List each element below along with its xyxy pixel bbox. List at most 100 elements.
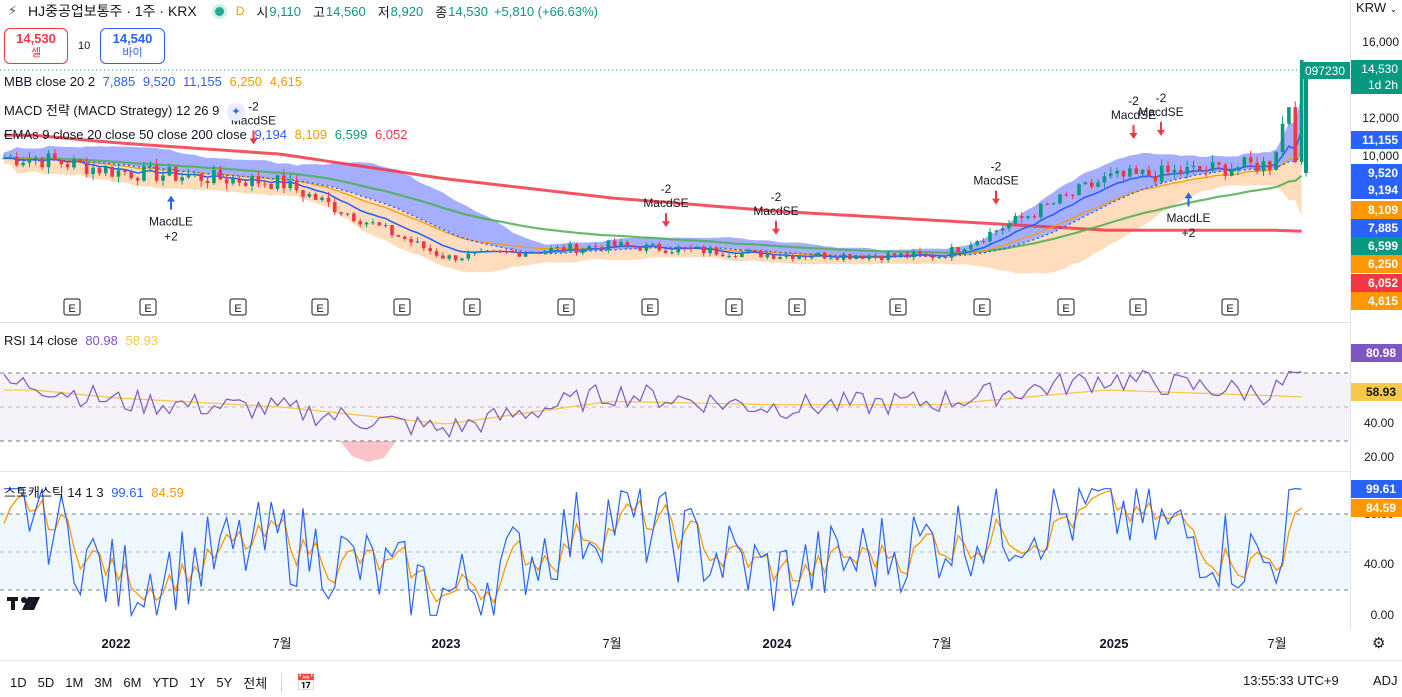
earnings-marker[interactable]: E <box>1129 298 1147 316</box>
legend-emas[interactable]: EMAs 9 close 20 close 50 close 200 close… <box>4 127 412 142</box>
candle[interactable] <box>759 249 763 258</box>
timeframe-1m[interactable]: 1M <box>65 675 84 690</box>
candle[interactable] <box>263 180 267 188</box>
sell-button[interactable]: 14,530 셀 <box>4 28 68 64</box>
candle[interactable] <box>574 242 579 256</box>
candle[interactable] <box>1115 167 1119 178</box>
candle[interactable] <box>103 164 108 176</box>
candle[interactable] <box>790 253 795 262</box>
candle[interactable] <box>371 219 375 226</box>
candle[interactable] <box>428 244 432 255</box>
stoch-badge[interactable]: 99.61 <box>1351 480 1402 498</box>
candle[interactable] <box>867 253 871 262</box>
candle[interactable] <box>752 249 757 253</box>
candle[interactable] <box>810 253 814 260</box>
candle[interactable] <box>1178 164 1183 177</box>
market-status-icon[interactable] <box>214 6 224 16</box>
candle[interactable] <box>91 163 95 181</box>
earnings-marker[interactable]: E <box>63 298 81 316</box>
candle[interactable] <box>1147 165 1151 178</box>
candle[interactable] <box>619 239 623 247</box>
candle[interactable] <box>460 257 464 262</box>
candle[interactable] <box>1039 202 1043 220</box>
candle[interactable] <box>1223 162 1228 181</box>
candle[interactable] <box>689 244 693 253</box>
candle[interactable] <box>581 247 585 256</box>
candle[interactable] <box>797 255 801 260</box>
candle[interactable] <box>1172 164 1177 179</box>
settings-icon[interactable]: ⚙ <box>1372 635 1386 652</box>
rsi-ma-line[interactable] <box>4 389 1302 425</box>
candle[interactable] <box>1229 163 1234 177</box>
candle[interactable] <box>390 224 394 238</box>
candle[interactable] <box>1083 181 1088 185</box>
candle[interactable] <box>873 253 878 260</box>
timeframe-1d[interactable]: 1D <box>10 675 27 690</box>
candle[interactable] <box>803 256 808 261</box>
earnings-marker[interactable]: E <box>1057 298 1075 316</box>
candle[interactable] <box>593 242 598 248</box>
candle[interactable] <box>733 253 738 259</box>
candle[interactable] <box>822 251 827 260</box>
candle[interactable] <box>1268 160 1272 175</box>
candle[interactable] <box>956 247 960 254</box>
countdown-badge[interactable]: 097230 <box>1301 62 1350 79</box>
candle[interactable] <box>994 229 999 236</box>
candle[interactable] <box>205 176 210 189</box>
candle[interactable] <box>161 169 165 186</box>
candle[interactable] <box>320 195 324 202</box>
candle[interactable] <box>504 249 509 254</box>
candle[interactable] <box>218 165 223 181</box>
candle[interactable] <box>485 249 490 252</box>
candle[interactable] <box>358 218 363 228</box>
candle[interactable] <box>1274 150 1278 171</box>
candle[interactable] <box>180 172 184 185</box>
candle[interactable] <box>453 255 458 263</box>
candle[interactable] <box>110 166 114 178</box>
candle[interactable] <box>301 189 305 203</box>
order-quantity[interactable]: 10 <box>78 40 91 52</box>
candle[interactable] <box>250 173 254 192</box>
candle[interactable] <box>307 191 312 199</box>
candle[interactable] <box>975 240 980 247</box>
candle[interactable] <box>396 234 401 238</box>
candle[interactable] <box>1287 107 1291 126</box>
candle[interactable] <box>542 249 547 255</box>
candle[interactable] <box>1255 156 1259 175</box>
candle[interactable] <box>186 168 191 180</box>
timeframe-3m[interactable]: 3M <box>94 675 113 690</box>
candle[interactable] <box>383 222 388 228</box>
earnings-marker[interactable]: E <box>557 298 575 316</box>
value-badge[interactable]: 6,599 <box>1351 237 1402 255</box>
candle[interactable] <box>59 158 64 168</box>
candle[interactable] <box>21 157 25 168</box>
candle[interactable] <box>701 245 706 257</box>
candle[interactable] <box>237 176 242 187</box>
candle[interactable] <box>498 249 502 254</box>
candle[interactable] <box>1026 215 1030 221</box>
candle[interactable] <box>288 174 293 192</box>
candle[interactable] <box>848 253 852 260</box>
candle[interactable] <box>568 240 572 253</box>
candle[interactable] <box>962 248 967 256</box>
candle[interactable] <box>97 166 102 177</box>
candle[interactable] <box>345 212 350 217</box>
candle[interactable] <box>1204 165 1209 178</box>
buy-signal-marker[interactable]: MacdLE+2 <box>1166 192 1211 240</box>
candle[interactable] <box>1191 160 1196 175</box>
candle[interactable] <box>2 154 6 160</box>
candle[interactable] <box>1032 213 1037 220</box>
timeframe-5y[interactable]: 5Y <box>216 675 233 690</box>
candle[interactable] <box>78 159 83 164</box>
candle[interactable] <box>8 153 13 160</box>
earnings-marker[interactable]: E <box>463 298 481 316</box>
candle[interactable] <box>53 148 57 161</box>
symbol-title[interactable]: HJ중공업보통주 · 1주 · KRX <box>28 3 197 19</box>
stoch-badge[interactable]: 84.59 <box>1351 499 1402 517</box>
candle[interactable] <box>835 258 840 261</box>
earnings-marker[interactable]: E <box>889 298 907 316</box>
candle[interactable] <box>1166 160 1170 177</box>
candle[interactable] <box>364 221 369 228</box>
candle[interactable] <box>491 249 496 252</box>
